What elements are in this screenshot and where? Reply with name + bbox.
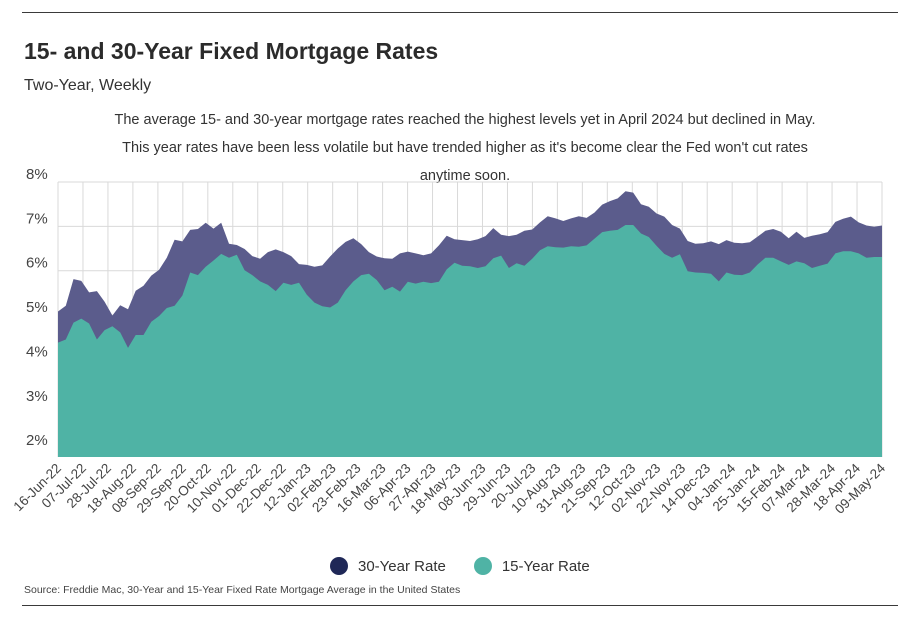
y-tick-label: 5% [26, 299, 48, 316]
y-tick-label: 8% [26, 166, 48, 183]
chart-title: 15- and 30-Year Fixed Mortgage Rates [24, 38, 439, 64]
legend-label-30-year: 30-Year Rate [358, 557, 446, 575]
legend: 30-Year Rate 15-Year Rate [330, 557, 618, 575]
source-note: Source: Freddie Mac, 30-Year and 15-Year… [24, 584, 461, 596]
y-tick-label: 2% [26, 432, 48, 449]
legend-swatch-15-year [473, 557, 492, 575]
y-tick-label: 6% [26, 255, 48, 272]
description-line-1: The average 15- and 30-year mortgage rat… [114, 112, 816, 128]
description-line-3: anytime soon. [419, 168, 511, 184]
description-line-2: This year rates have been less volatile … [122, 140, 808, 156]
legend-swatch-30-year [330, 557, 348, 575]
legend-item-15-year: 15-Year Rate [473, 557, 590, 575]
y-tick-label: 4% [26, 343, 48, 360]
y-tick-label: 7% [26, 210, 48, 227]
y-tick-label: 3% [26, 388, 48, 405]
area-chart: 2%3%4%5%6%7%8%16-Jun-2207-Jul-2228-Jul-2… [11, 166, 889, 517]
bottom-rule [22, 605, 898, 606]
chart-subtitle: Two-Year, Weekly [24, 77, 152, 94]
top-rule [22, 12, 898, 13]
legend-item-30-year: 30-Year Rate [330, 557, 446, 575]
series-15-year-area [58, 225, 882, 457]
legend-label-15-year: 15-Year Rate [501, 557, 590, 575]
chart-description: The average 15- and 30-year mortgage rat… [100, 106, 830, 190]
